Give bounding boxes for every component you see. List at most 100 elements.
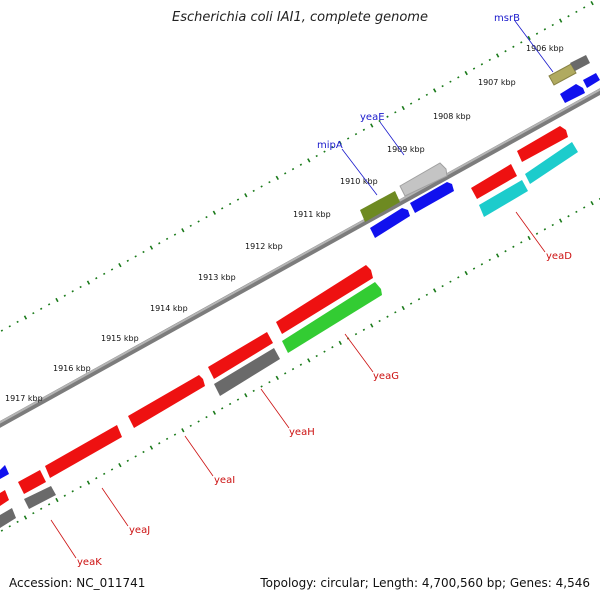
gene-gray[interactable]	[24, 486, 56, 509]
tick-mark	[40, 507, 43, 510]
tick-mark	[8, 525, 11, 528]
tick-mark	[63, 294, 66, 297]
tick-mark	[32, 512, 35, 515]
gene-label-yeaH[interactable]: yeaH	[289, 427, 315, 438]
tick-mark	[221, 207, 224, 210]
leader-yeaE	[379, 121, 405, 156]
gene-red[interactable]	[471, 164, 517, 199]
leader-yeaD	[515, 211, 546, 253]
tick-mark	[118, 263, 122, 268]
tick-mark	[472, 267, 476, 270]
gene-msrB[interactable]	[548, 63, 577, 86]
tick-mark	[449, 80, 452, 83]
reverse-genes	[0, 126, 578, 528]
tick-mark	[71, 490, 74, 493]
tick-mark	[260, 385, 263, 388]
tick-mark	[181, 428, 185, 433]
tick-mark	[110, 468, 114, 471]
kbp-label: 1917 kbp	[5, 394, 43, 403]
gene-label-mipA[interactable]: mipA	[317, 140, 343, 151]
tick-mark	[417, 98, 421, 101]
tick-mark	[551, 223, 554, 227]
gene-green[interactable]	[282, 282, 382, 353]
gene-gray[interactable]	[214, 348, 280, 396]
tick-mark	[558, 218, 563, 223]
tick-mark	[401, 305, 405, 311]
leader-yeaK	[50, 519, 77, 559]
gene-yeaK[interactable]	[18, 470, 46, 494]
gene-gray[interactable]	[0, 508, 16, 528]
tick-mark	[268, 381, 271, 384]
gene-cyan[interactable]	[525, 142, 578, 184]
tick-mark	[480, 263, 484, 266]
gene-forward-blue[interactable]	[410, 182, 454, 213]
gene-yeaJ[interactable]	[45, 425, 122, 478]
tick-mark	[338, 340, 342, 345]
tick-mark	[386, 315, 389, 318]
gene-label-yeaG[interactable]: yeaG	[373, 371, 399, 382]
gene-mipA[interactable]	[360, 191, 400, 222]
tick-mark	[567, 15, 570, 18]
tick-mark	[275, 175, 279, 180]
tick-mark	[433, 88, 437, 93]
tick-mark	[315, 354, 318, 358]
leader-yeaI	[184, 435, 214, 477]
tick-mark	[86, 480, 91, 485]
tick-mark	[567, 215, 570, 218]
tick-mark	[244, 393, 248, 398]
gene-yeaG[interactable]	[276, 265, 373, 334]
tick-mark	[260, 185, 263, 188]
tick-mark	[252, 189, 255, 193]
gene-label-yeaI[interactable]: yeaI	[214, 475, 235, 486]
gene-label-yeaD[interactable]: yeaD	[546, 251, 572, 262]
gene-yeaH[interactable]	[208, 332, 273, 379]
tick-mark	[142, 450, 145, 454]
gene-yeaI[interactable]	[128, 375, 205, 428]
tick-mark	[512, 45, 515, 48]
tick-mark	[323, 150, 326, 153]
tick-mark	[299, 363, 303, 366]
tick-mark	[370, 323, 374, 328]
tick-mark	[197, 420, 200, 423]
tick-mark	[362, 128, 366, 131]
gene-forward-blue[interactable]	[583, 73, 600, 88]
tick-mark	[551, 23, 554, 27]
tick-mark	[417, 298, 421, 301]
tick-mark	[0, 329, 4, 332]
tick-mark	[149, 245, 154, 250]
gene-yeaE[interactable]	[399, 162, 448, 197]
tick-mark	[307, 158, 311, 163]
gene-label-yeaE[interactable]: yeaE	[360, 112, 385, 123]
kbp-scale: 1906 kbp 1907 kbp 1908 kbp 1909 kbp 1910…	[5, 44, 564, 403]
tick-mark	[495, 53, 500, 58]
inner-tick-track	[0, 197, 600, 532]
gene-label-yeaK[interactable]: yeaK	[77, 557, 102, 568]
tick-mark	[394, 311, 397, 314]
tick-mark	[535, 232, 539, 235]
tick-mark	[55, 297, 59, 303]
tick-mark	[354, 332, 358, 336]
gene-label-msrB[interactable]: msrB	[494, 13, 520, 24]
tick-mark	[527, 35, 531, 41]
topology-text: Topology: circular; Length: 4,700,560 bp…	[260, 576, 590, 590]
gene-forward-blue[interactable]	[370, 208, 410, 238]
gene-forward-gray[interactable]	[570, 55, 590, 71]
tick-mark	[110, 268, 114, 271]
tick-mark	[63, 494, 66, 497]
gene-label-yeaJ[interactable]: yeaJ	[129, 525, 150, 536]
gene-red[interactable]	[0, 490, 9, 506]
tick-mark	[189, 424, 192, 427]
gene-yeaD[interactable]	[517, 126, 568, 162]
tick-mark	[205, 415, 208, 419]
gene-forward-blue[interactable]	[560, 84, 585, 103]
tick-mark	[299, 163, 303, 166]
tick-mark	[103, 272, 106, 276]
tick-mark	[236, 398, 240, 401]
tick-mark	[23, 515, 28, 520]
tick-mark	[126, 459, 129, 462]
tick-mark	[480, 63, 484, 66]
gene-forward-blue[interactable]	[0, 465, 9, 479]
gene-cyan[interactable]	[479, 180, 528, 217]
tick-mark	[315, 154, 318, 158]
